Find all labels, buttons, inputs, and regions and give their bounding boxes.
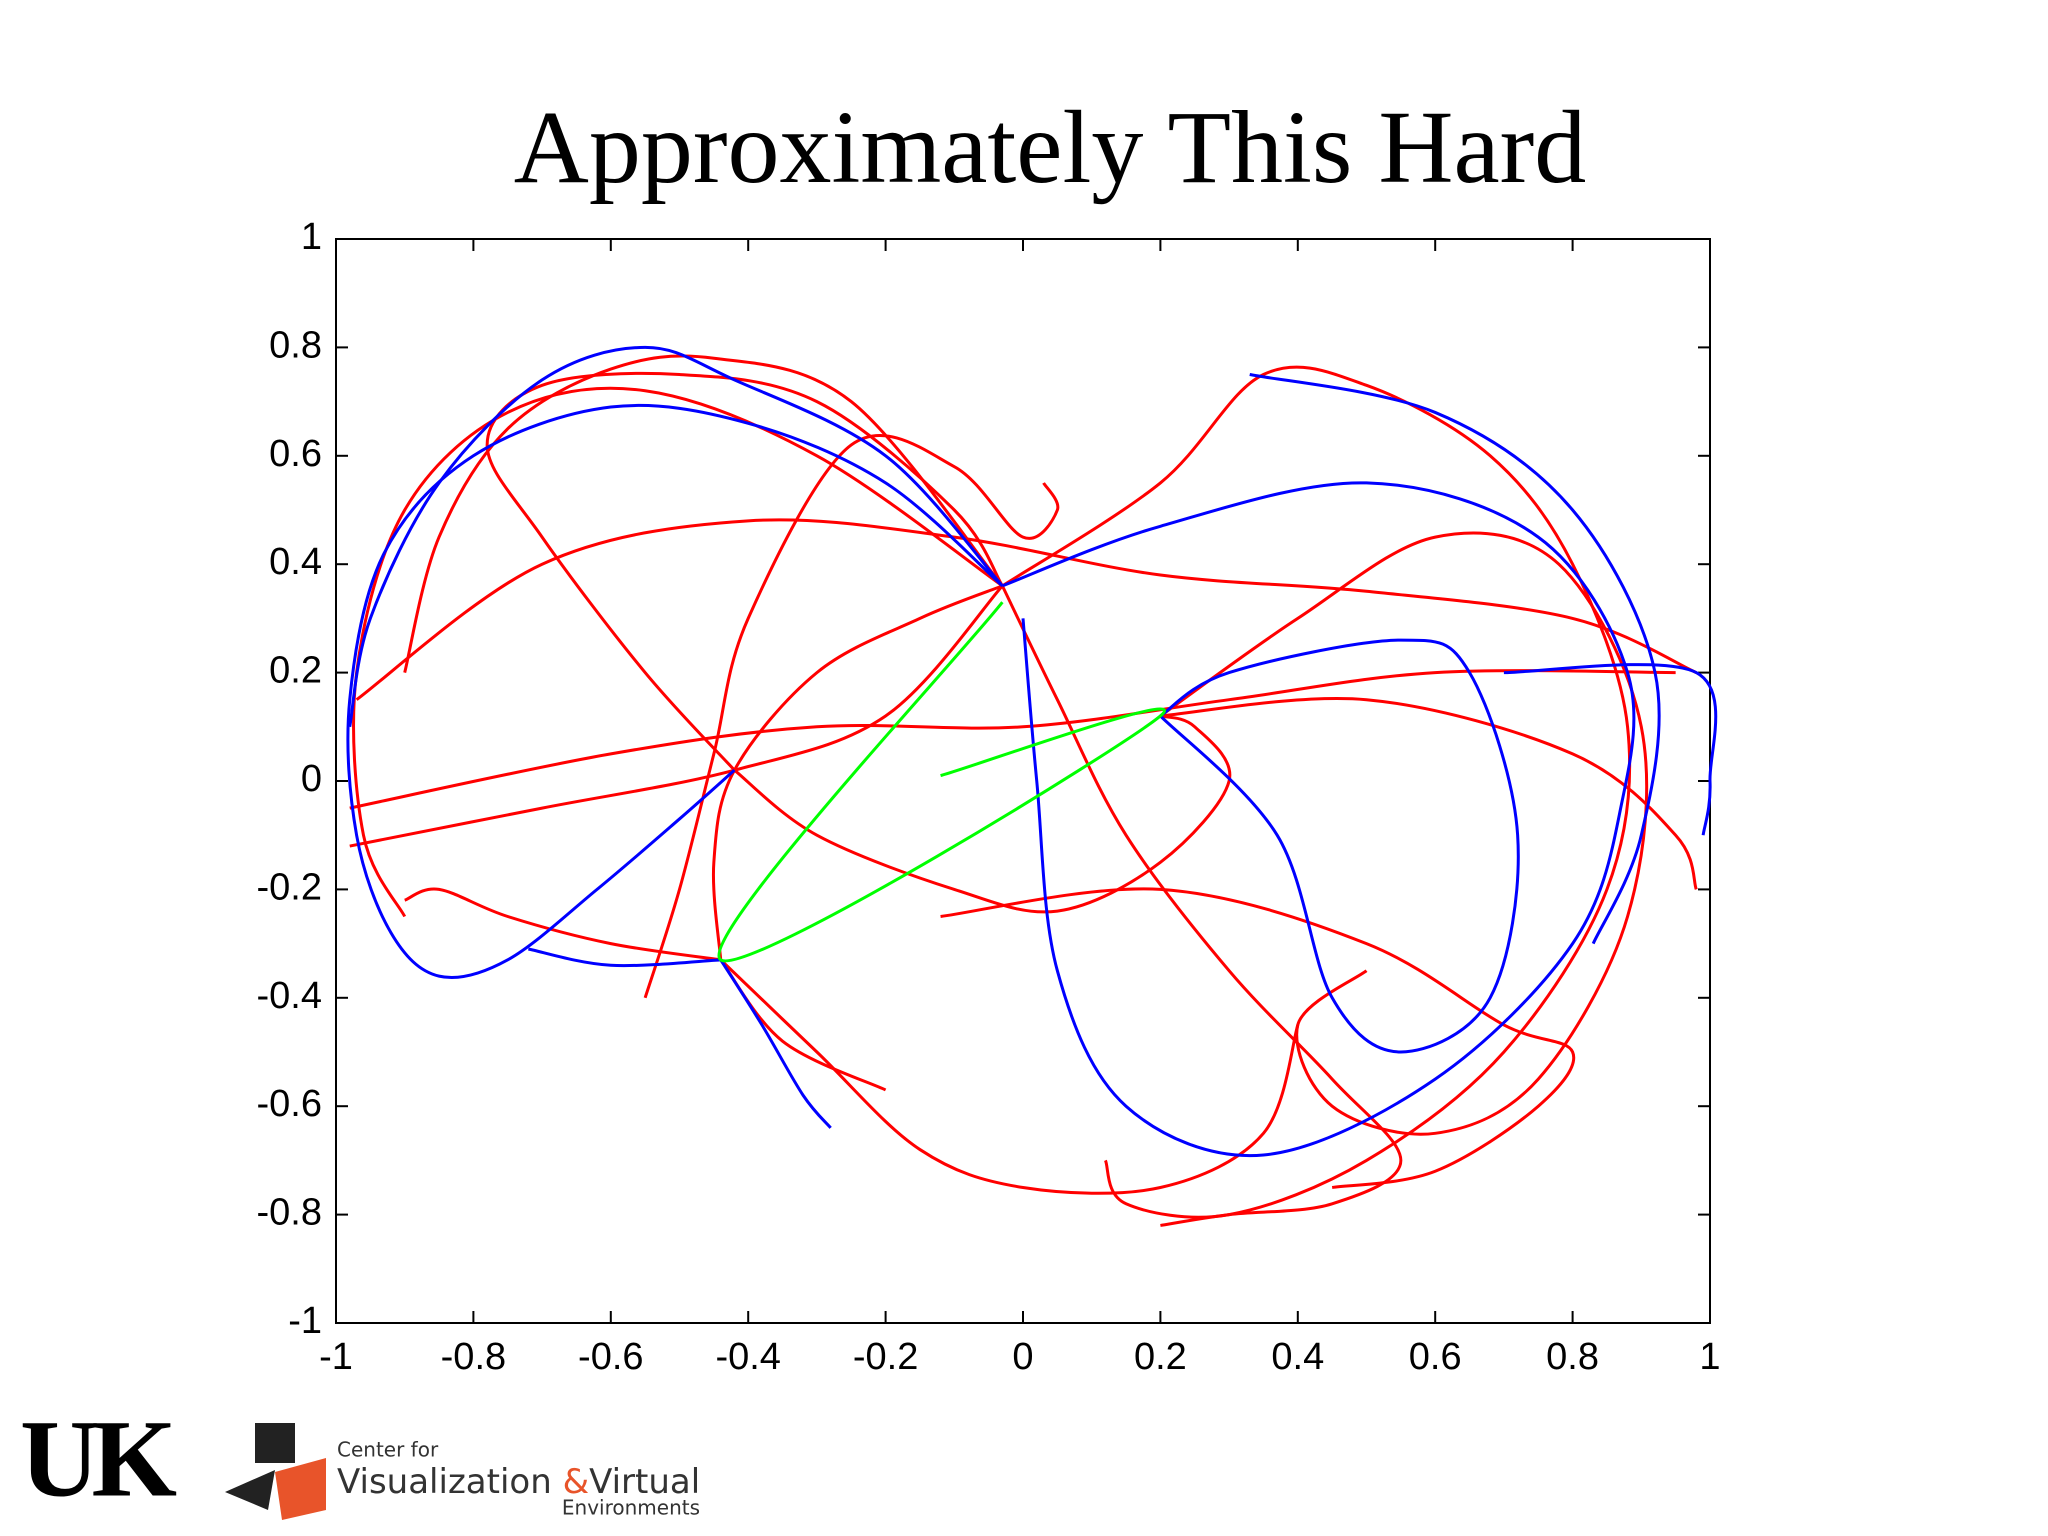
x-tick-label: -0.8 (441, 1336, 506, 1378)
y-tick-label: -1 (288, 1300, 322, 1342)
trajectory (717, 601, 1166, 963)
trajectory (355, 518, 1697, 701)
y-tick-label: -0.2 (257, 866, 322, 908)
trajectory (719, 958, 887, 1092)
center-text: Center for (337, 1438, 439, 1462)
x-tick-label: -0.4 (715, 1336, 780, 1378)
logo-square (255, 1423, 295, 1463)
trajectory (348, 345, 1004, 728)
trajectory (733, 714, 1232, 914)
logo-orange (275, 1458, 326, 1520)
x-tick-label: 0.4 (1271, 1336, 1324, 1378)
y-tick-label: 0 (301, 758, 322, 800)
y-tick-label: 0.4 (269, 541, 322, 583)
trajectory (346, 403, 1004, 980)
trajectory (1160, 696, 1698, 890)
x-tick-label: -0.2 (853, 1336, 918, 1378)
x-tick-label: -1 (319, 1336, 353, 1378)
trajectory (711, 584, 1003, 960)
slide-title: Approximately This Hard (514, 90, 1587, 205)
trajectory (1503, 663, 1718, 836)
x-tick-label: 1 (1699, 1336, 1720, 1378)
x-tick-label: 0.6 (1409, 1336, 1462, 1378)
trajectory (528, 947, 721, 968)
x-tick-label: -0.6 (578, 1336, 643, 1378)
trajectory (404, 887, 721, 962)
x-tick-label: 0.2 (1134, 1336, 1187, 1378)
center-name-sub: Environments (562, 1496, 700, 1520)
y-tick-label: -0.8 (257, 1192, 322, 1234)
x-tick-label: 0 (1012, 1336, 1033, 1378)
logo-triangle (225, 1470, 275, 1510)
y-tick-label: 0.8 (269, 324, 322, 366)
x-tick-label: 0.8 (1546, 1336, 1599, 1378)
plot-area: -1 -0.8 -0.6 -0.4 -0.2 0 0.2 0.4 0.6 0.8 1 -1 -0.8 -0… (257, 216, 1721, 1378)
trajectory (1249, 373, 1661, 945)
trajectory (1159, 638, 1520, 1054)
name-part: Visualization (337, 1462, 552, 1502)
trajectory (352, 386, 1004, 918)
ampersand: & (563, 1462, 590, 1502)
trajectory (1001, 481, 1636, 1158)
uk-logo: UK (20, 1397, 176, 1519)
trajectory (1001, 365, 1632, 1219)
trajectory (403, 354, 1004, 673)
trajectory (485, 371, 1004, 772)
y-tick-label: 0.2 (269, 650, 322, 692)
trajectory (1159, 531, 1649, 1136)
y-tick-label: -0.6 (257, 1083, 322, 1125)
center-name: Visualization &Virtual (337, 1462, 700, 1502)
y-tick-label: -0.4 (257, 975, 322, 1017)
trajectory (349, 669, 1676, 810)
trajectory (719, 959, 832, 1129)
trajectory (719, 958, 1300, 1195)
y-tick-label: 1 (301, 216, 322, 258)
y-tick-label: 0.6 (269, 433, 322, 475)
trajectory (643, 434, 1060, 999)
footer-logo: UK Center for Visualization &Virtual Env… (20, 1397, 700, 1520)
name-part: Virtual (589, 1462, 700, 1502)
trajectory (940, 887, 1576, 1189)
trajectory (349, 584, 1004, 848)
